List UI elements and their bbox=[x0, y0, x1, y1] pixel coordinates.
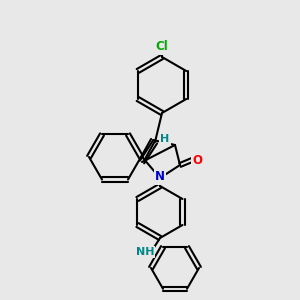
Text: O: O bbox=[192, 154, 202, 166]
Text: NH: NH bbox=[136, 247, 154, 257]
Text: N: N bbox=[155, 170, 165, 184]
Text: Cl: Cl bbox=[156, 40, 168, 53]
Text: H: H bbox=[160, 134, 169, 144]
